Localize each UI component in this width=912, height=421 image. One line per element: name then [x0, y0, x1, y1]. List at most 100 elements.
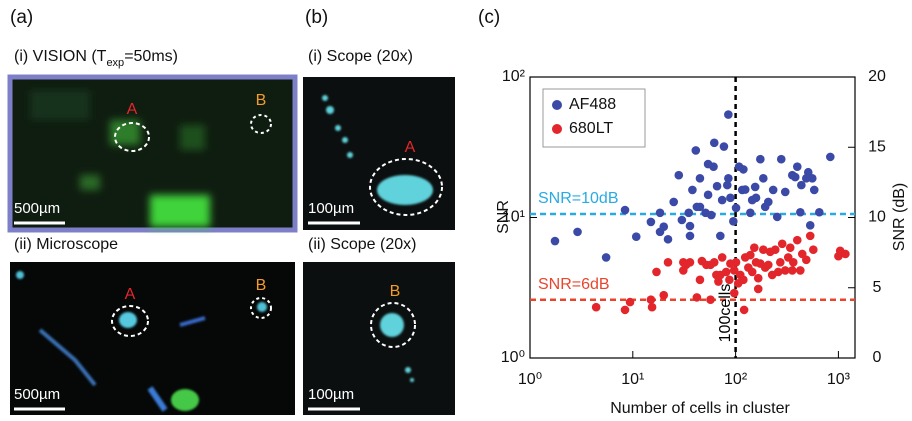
data-point	[773, 213, 782, 222]
data-point	[632, 232, 641, 241]
data-point	[674, 171, 683, 180]
data-point	[730, 289, 739, 298]
data-point	[729, 217, 738, 226]
data-point	[771, 245, 780, 254]
data-point	[621, 206, 630, 215]
data-point	[592, 303, 601, 312]
data-point	[806, 221, 815, 230]
data-point	[659, 291, 668, 300]
y2-tick-label: 15	[868, 138, 886, 155]
reference-label: SNR=6dB	[538, 276, 610, 293]
data-point	[748, 268, 757, 277]
data-point	[781, 188, 790, 197]
data-point	[788, 266, 797, 275]
data-point	[686, 258, 695, 267]
data-point	[809, 245, 818, 254]
data-point	[764, 198, 773, 207]
data-point	[778, 239, 787, 248]
data-point	[551, 237, 560, 246]
data-point	[752, 194, 761, 203]
legend-label: 680LT	[569, 120, 613, 137]
data-point	[720, 142, 729, 151]
marker-label: B	[256, 277, 267, 294]
data-point	[754, 285, 763, 294]
data-point	[732, 204, 741, 213]
reference-label: SNR=10dB	[538, 190, 619, 207]
data-point	[723, 181, 732, 190]
data-point	[652, 268, 661, 277]
data-point	[726, 194, 735, 203]
marker-label: A	[125, 286, 136, 303]
data-point	[764, 261, 773, 270]
data-point	[684, 209, 693, 218]
data-point	[710, 258, 719, 267]
data-point	[688, 186, 697, 195]
data-point	[725, 276, 734, 285]
y2-tick-label: 5	[873, 279, 882, 296]
marker-label: A	[405, 139, 416, 156]
data-point	[751, 183, 760, 192]
data-point	[573, 228, 582, 237]
data-point	[659, 222, 668, 231]
scale-label: 500µm	[14, 200, 60, 217]
data-point	[789, 258, 798, 267]
image-microscope: A B 500µm	[10, 262, 295, 415]
data-point	[739, 276, 748, 285]
data-point	[664, 235, 673, 244]
data-point	[808, 174, 817, 183]
data-point	[693, 293, 702, 302]
data-point	[740, 306, 749, 315]
figure: (a) (i) VISION (Texp=50ms) A B 500µm (ii…	[0, 0, 912, 421]
panel-title: (ii) Microscope	[14, 236, 118, 253]
data-point	[739, 165, 748, 174]
data-point	[769, 186, 778, 195]
data-point	[793, 236, 802, 245]
y2-tick-label: 0	[873, 349, 882, 366]
y-tick-label: 10¹	[502, 209, 525, 226]
marker-label: B	[390, 283, 401, 300]
data-point	[602, 253, 611, 262]
x-tick-label: 10⁰	[518, 371, 542, 388]
data-point	[669, 198, 678, 207]
data-point	[746, 209, 755, 218]
data-point	[692, 146, 701, 155]
y2-axis-title: SNR (dB)	[891, 183, 908, 251]
data-point	[626, 298, 635, 307]
data-point	[802, 255, 811, 264]
data-point	[647, 218, 656, 227]
panel-title: (ii) Scope (20x)	[308, 236, 416, 253]
data-point	[759, 174, 768, 183]
data-point	[796, 266, 805, 275]
data-point	[732, 258, 741, 267]
scale-label: 500µm	[14, 386, 60, 403]
x-tick-label: 10¹	[621, 371, 644, 388]
legend-marker	[552, 100, 562, 110]
data-point	[664, 258, 673, 267]
image-vision: A B 500µm	[10, 77, 295, 230]
data-point	[722, 268, 731, 277]
image-scope-b: B 100µm	[303, 262, 455, 415]
data-point	[716, 232, 725, 241]
marker-label: A	[127, 101, 138, 118]
data-point	[718, 196, 727, 205]
data-point	[796, 208, 805, 217]
data-point	[648, 303, 657, 312]
data-point	[709, 162, 718, 171]
data-point	[678, 216, 687, 225]
data-point	[710, 139, 719, 148]
title-text: (i) VISION (T	[14, 48, 107, 65]
data-point	[791, 173, 800, 182]
data-point	[741, 185, 750, 194]
panel-label: (c)	[478, 7, 500, 28]
panel-title: (i) Scope (20x)	[308, 48, 413, 65]
data-point	[686, 222, 695, 231]
y2-tick-label: 10	[868, 209, 886, 226]
scale-label: 100µm	[308, 386, 354, 403]
x-axis-title: Number of cells in cluster	[610, 400, 790, 417]
y2-tick-label: 20	[868, 68, 886, 85]
title-text: =50ms)	[124, 48, 178, 65]
data-point	[696, 174, 705, 183]
data-point	[750, 243, 759, 252]
y-tick-label: 10⁰	[501, 349, 525, 366]
data-point	[754, 274, 763, 283]
